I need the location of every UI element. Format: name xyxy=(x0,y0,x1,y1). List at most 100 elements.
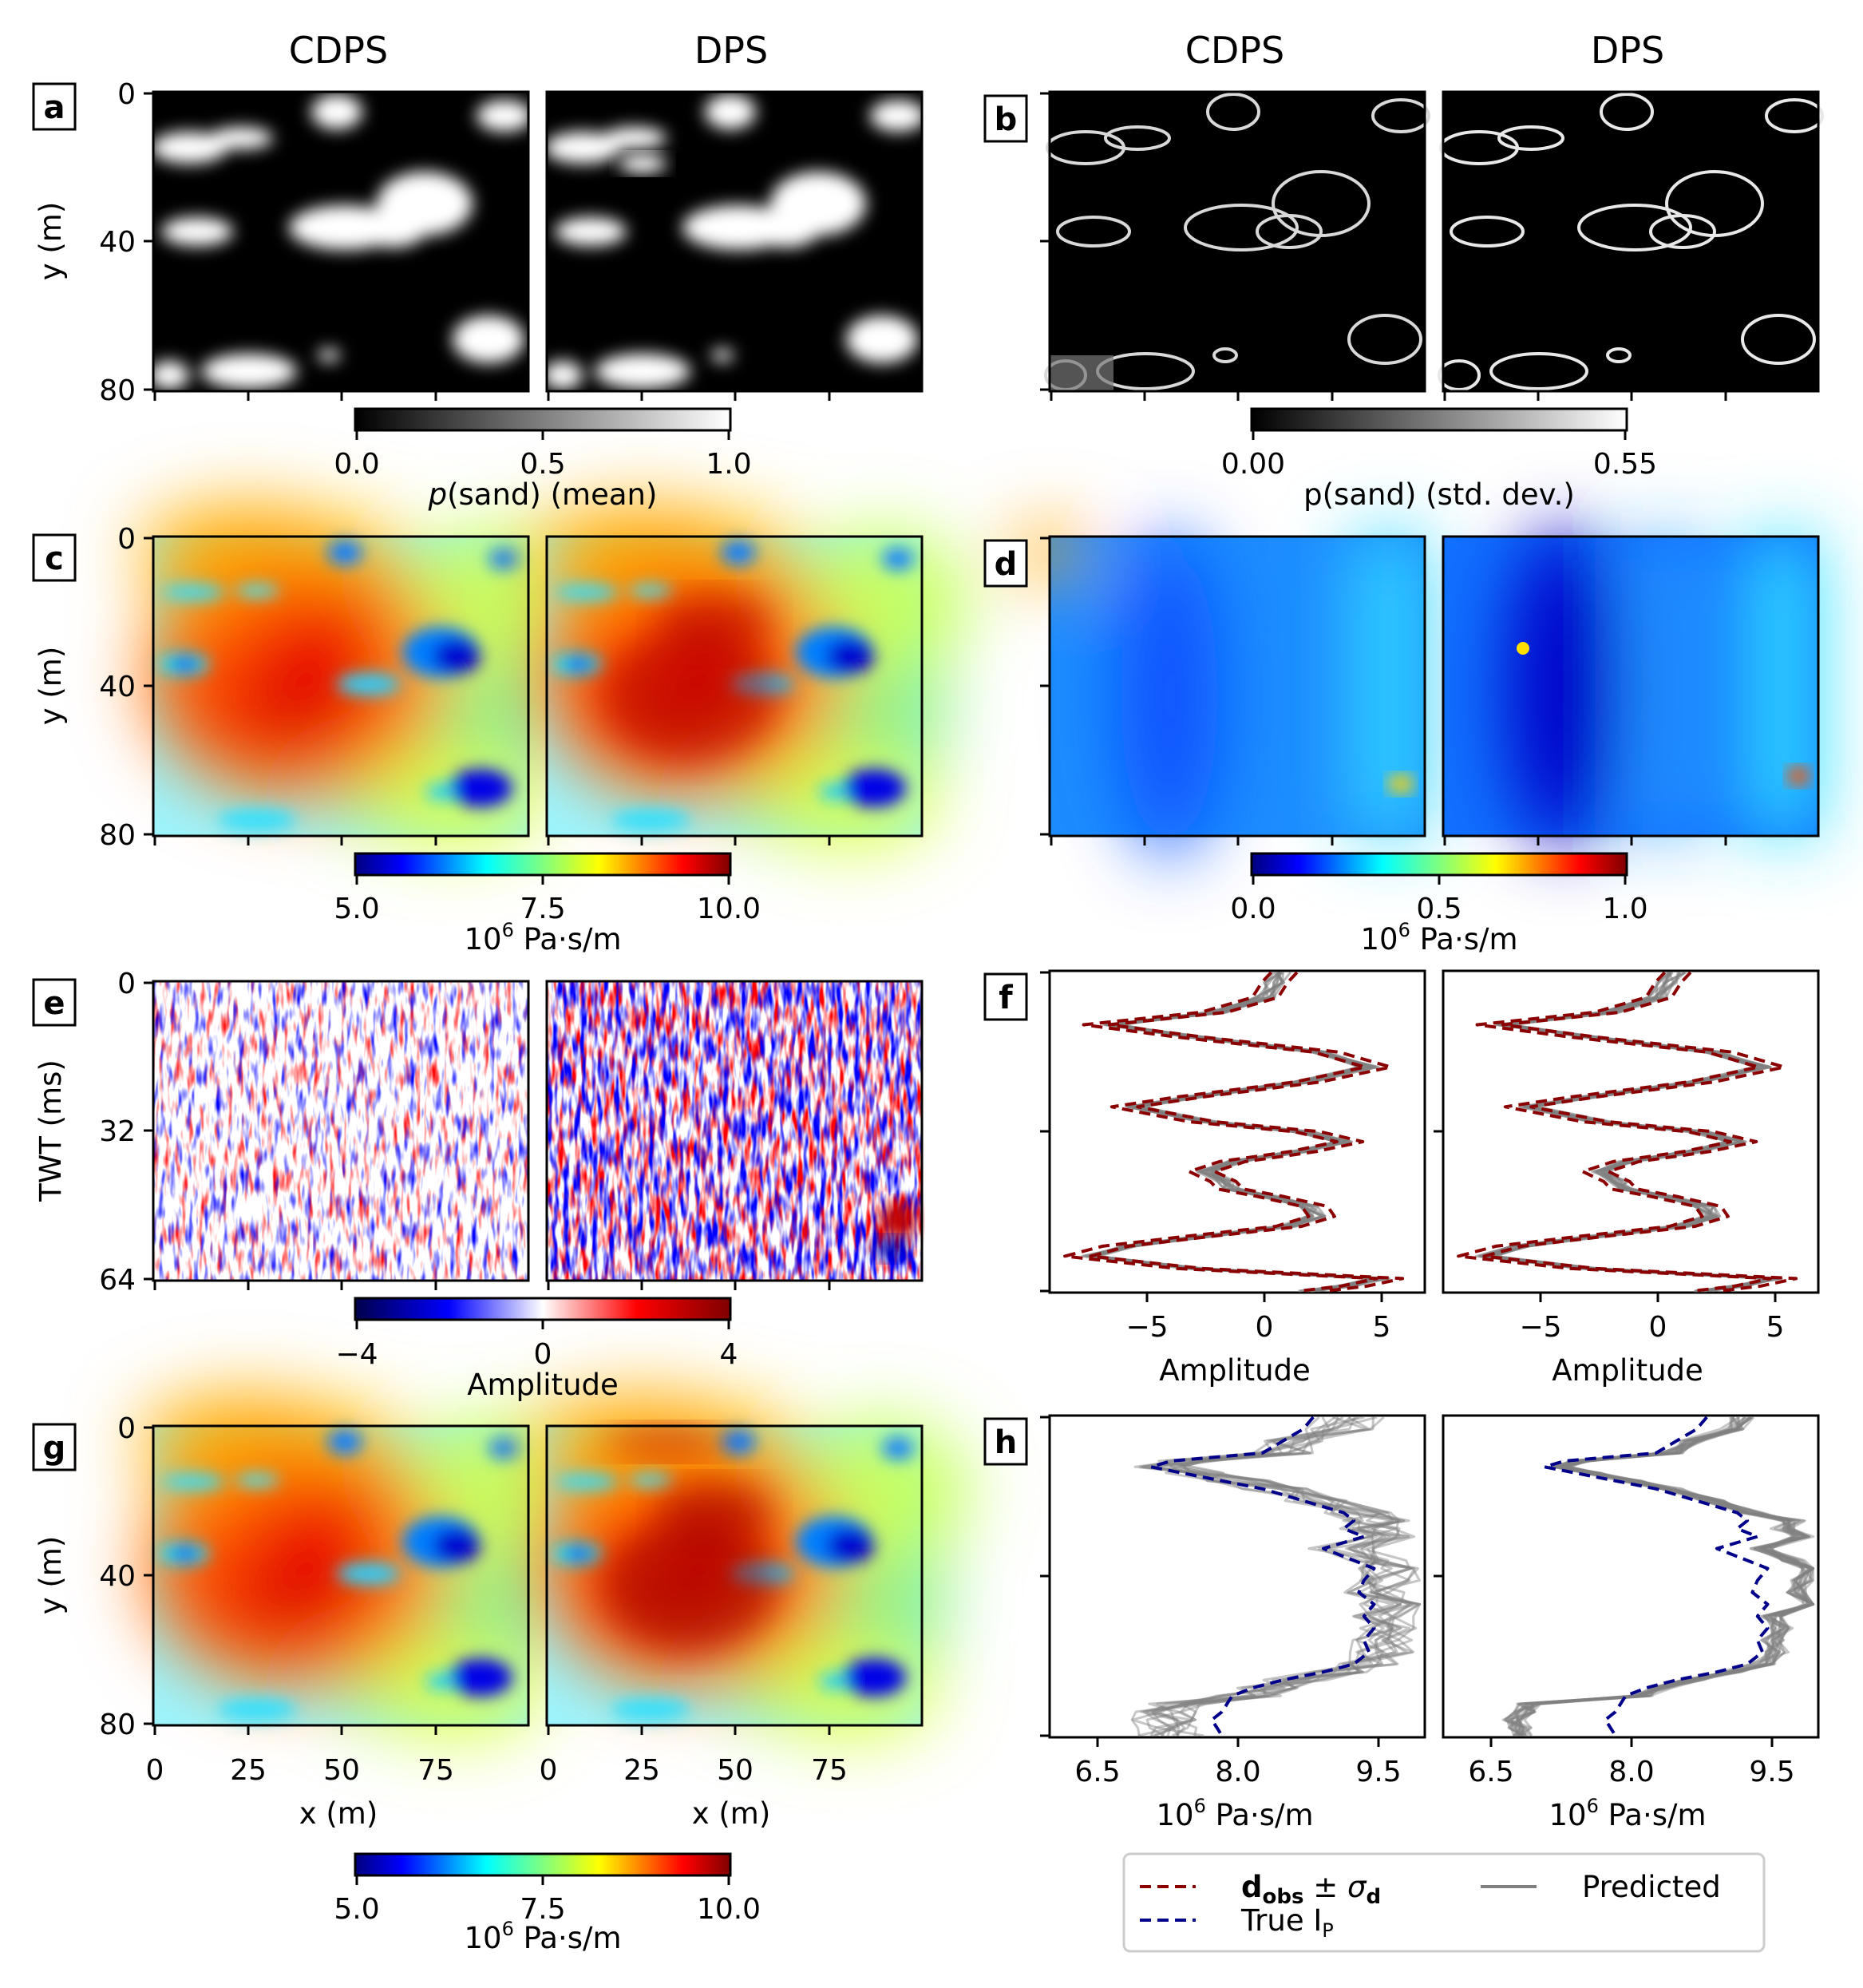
predicted-line xyxy=(1504,1416,1815,1737)
cbar-d-tick-0: 0.0 xyxy=(1230,893,1276,925)
cbar-g-tick-1: 7.5 xyxy=(520,1893,565,1926)
panel-f xyxy=(1048,969,1820,1294)
xtick-h-l-95: 9.5 xyxy=(1355,1756,1401,1788)
xtick-h-l-65: 6.5 xyxy=(1074,1756,1120,1788)
xtick-g-r-25: 25 xyxy=(623,1754,660,1787)
cbar-d-tick-1: 0.5 xyxy=(1416,893,1462,925)
panel-f-dps-lines xyxy=(1457,971,1798,1293)
xlabel-g-right: x (m) xyxy=(692,1796,771,1831)
xlabel-h-right: 106 Pa·s/m xyxy=(1549,1795,1706,1832)
y-axis-labels: y (m) y (m) TWT (ms) y (m) xyxy=(34,202,68,1615)
cbar-g-label-exp: 6 xyxy=(502,1918,514,1940)
legend-dobs-sub: obs xyxy=(1263,1885,1304,1909)
y-tick-labels: 0 40 80 0 40 80 0 32 64 0 40 80 xyxy=(99,78,136,1741)
legend-true-label: True IP xyxy=(1240,1903,1334,1942)
panel-e-dps xyxy=(547,981,922,1281)
legend: dobs ± σd True IP Predicted xyxy=(1122,1852,1766,1953)
ylabel-c: y (m) xyxy=(34,647,68,726)
predicted-line xyxy=(1151,1416,1414,1737)
legend-true-main: True I xyxy=(1240,1903,1322,1938)
svg-text:a: a xyxy=(44,89,65,126)
xlabel-h-right-exp: 6 xyxy=(1587,1795,1599,1817)
xtick-h-r-80: 8.0 xyxy=(1608,1756,1654,1788)
cbar-e-tick-1: 0 xyxy=(534,1338,552,1371)
cbar-a-tick-0: 0.0 xyxy=(334,448,379,481)
predicted-line xyxy=(1516,1416,1815,1737)
xtick-f-r-0: 0 xyxy=(1649,1311,1667,1344)
panel-d xyxy=(1010,529,1818,856)
predicted-line xyxy=(1514,1416,1815,1737)
panel-letter-h: h xyxy=(983,1417,1028,1466)
ytick-c-0: 0 xyxy=(117,523,136,556)
ytick-g-40: 40 xyxy=(99,1560,136,1593)
predicted-line xyxy=(1514,1416,1815,1737)
panel-g-dps xyxy=(531,1394,970,1737)
predicted-line xyxy=(1151,1416,1402,1737)
panel-letter-e: e xyxy=(32,978,77,1027)
svg-text:c: c xyxy=(45,541,64,577)
legend-dobs-label: dobs ± σd xyxy=(1241,1870,1381,1909)
ylabel-g: y (m) xyxy=(34,1536,68,1615)
cbar-g-label: 106 Pa·s/m xyxy=(464,1918,621,1955)
predicted-line xyxy=(1510,1416,1815,1737)
ylabel-e: TWT (ms) xyxy=(34,1059,68,1202)
xtick-h-r-65: 6.5 xyxy=(1468,1756,1513,1788)
predicted-line xyxy=(1508,1416,1815,1737)
cbar-e-tick-2: 4 xyxy=(720,1338,738,1371)
panel-h-dps-frame xyxy=(1442,1414,1820,1739)
cbar-c-label-exp: 6 xyxy=(502,919,514,941)
cbar-c-label-base: 10 xyxy=(464,922,501,956)
predicted-line xyxy=(1505,1416,1815,1737)
predicted-line xyxy=(1171,1416,1421,1737)
x-axis-labels-fh: Amplitude Amplitude 106 Pa·s/m 106 Pa·s/… xyxy=(1156,1353,1706,1832)
svg-text:h: h xyxy=(995,1424,1017,1461)
cbar-c-tick-0: 5.0 xyxy=(334,893,379,925)
legend-true-sub: P xyxy=(1322,1919,1333,1942)
colorbar-b: 0.00 0.55 p(sand) (std. dev.) xyxy=(1221,407,1657,512)
predicted-line xyxy=(1501,1416,1815,1737)
legend-predicted-label: Predicted xyxy=(1582,1870,1721,1904)
xtick-h-r-95: 9.5 xyxy=(1749,1756,1794,1788)
cbar-a-label-rest: (sand) (mean) xyxy=(447,477,657,512)
predicted-line xyxy=(1508,1416,1814,1737)
panel-g-cdps xyxy=(137,1394,576,1737)
dobs-upper-line xyxy=(1482,971,1798,1293)
predicted-line xyxy=(1517,1416,1815,1737)
colorbar-e: −4 0 4 Amplitude xyxy=(335,1297,738,1402)
panel-letter-a: a xyxy=(32,82,77,131)
xlabel-g-left: x (m) xyxy=(299,1796,378,1831)
legend-dobs-main: d xyxy=(1241,1870,1263,1904)
xlabel-h-left: 106 Pa·s/m xyxy=(1156,1795,1313,1832)
svg-text:f: f xyxy=(999,980,1013,1016)
cbar-e-label: Amplitude xyxy=(467,1368,619,1402)
xtick-g-l-75: 75 xyxy=(417,1754,454,1787)
xtick-g-r-50: 50 xyxy=(717,1754,754,1787)
predicted-line xyxy=(1515,1416,1815,1737)
xtick-f-l-m5: −5 xyxy=(1125,1311,1168,1344)
panel-c xyxy=(137,505,970,848)
xlabel-h-left-exp: 6 xyxy=(1194,1795,1206,1817)
svg-text:d: d xyxy=(995,546,1018,583)
panel-h-dps-lines xyxy=(1501,1416,1815,1737)
cbar-a-label-italic: p xyxy=(428,477,448,512)
colorbar-c: 5.0 7.5 10.0 106 Pa·s/m xyxy=(334,852,761,956)
cbar-c-tick-1: 7.5 xyxy=(520,893,565,925)
predicted-line xyxy=(1507,1416,1815,1737)
predicted-line xyxy=(1164,1416,1414,1737)
ytick-a-80: 80 xyxy=(99,374,136,407)
xlabel-f-left: Amplitude xyxy=(1159,1353,1311,1388)
xlabel-h-left-unit: Pa·s/m xyxy=(1206,1798,1314,1832)
cbar-d-tick-2: 1.0 xyxy=(1602,893,1647,925)
svg-text:e: e xyxy=(43,985,65,1022)
predicted-line xyxy=(1506,1416,1815,1737)
cbar-e-tick-0: −4 xyxy=(335,1338,378,1371)
true-ip-line xyxy=(1149,1416,1376,1737)
x-tick-labels-g: 0 25 50 75 0 25 50 75 xyxy=(146,1754,848,1787)
predicted-line xyxy=(1509,1416,1815,1737)
ytick-g-0: 0 xyxy=(117,1412,136,1445)
xlabel-h-right-unit: Pa·s/m xyxy=(1599,1798,1707,1832)
panel-d-cdps xyxy=(1010,529,1425,856)
xtick-f-l-5: 5 xyxy=(1373,1311,1391,1344)
panel-b-cdps xyxy=(1044,92,1430,391)
panel-a-dps xyxy=(543,92,926,391)
